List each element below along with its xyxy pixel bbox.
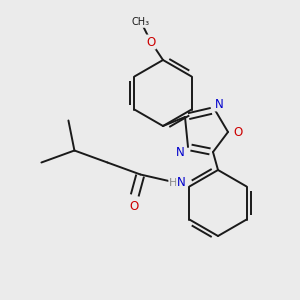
Text: O: O: [146, 35, 156, 49]
Text: O: O: [233, 125, 243, 139]
Text: CH₃: CH₃: [132, 17, 150, 27]
Text: H: H: [169, 178, 178, 188]
Text: N: N: [177, 176, 186, 189]
Text: N: N: [214, 98, 224, 110]
Text: N: N: [176, 146, 184, 160]
Text: O: O: [130, 200, 139, 213]
